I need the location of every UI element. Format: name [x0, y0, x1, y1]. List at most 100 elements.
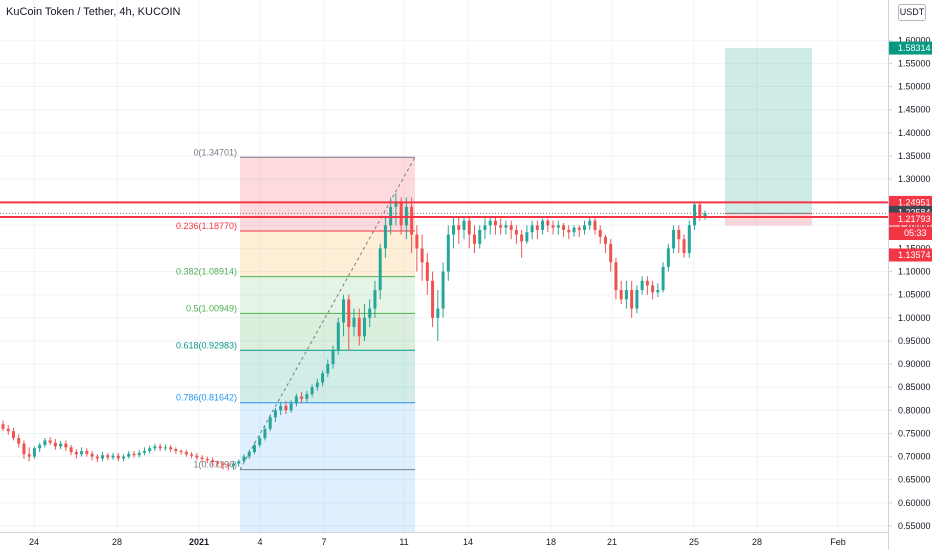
candle-body	[59, 443, 63, 447]
candle-body	[148, 448, 152, 452]
candle-body	[567, 229, 571, 233]
price-tag-label: 1.21793	[898, 214, 931, 224]
candle-body	[399, 202, 403, 226]
candle-body	[74, 451, 78, 455]
price-tag-label: 1.13574	[898, 250, 931, 260]
candle-body	[546, 220, 550, 226]
x-tick-label: 28	[752, 537, 762, 547]
candle-body	[656, 290, 660, 293]
fib-zone-extension	[240, 469, 415, 532]
fib-level-label: 0.5(1.00949)	[186, 303, 237, 313]
candle-body	[38, 445, 42, 449]
candle-body	[410, 206, 414, 235]
candle-body	[106, 455, 110, 458]
candle-body	[69, 447, 73, 452]
candle-body	[17, 438, 21, 444]
countdown-tag-bg	[889, 226, 932, 240]
fib-level-label: 0.618(0.92983)	[176, 340, 237, 350]
x-tick-label: 2021	[189, 537, 209, 547]
candle-body	[583, 225, 587, 230]
candle-body	[310, 387, 314, 395]
candle-body	[132, 453, 136, 456]
candle-body	[535, 225, 539, 230]
candle-body	[483, 225, 487, 230]
candle-body	[677, 229, 681, 240]
y-tick-label: 0.85000	[898, 382, 931, 392]
x-tick-label: 28	[112, 537, 122, 547]
candle-body	[169, 447, 173, 450]
candle-body	[651, 285, 655, 293]
candle-body	[383, 225, 387, 249]
candle-body	[336, 322, 340, 351]
candle-body	[53, 442, 57, 447]
y-tick-label: 1.15000	[898, 243, 931, 253]
candle-body	[525, 232, 529, 242]
candle-body	[205, 458, 209, 461]
candle-body	[551, 225, 555, 228]
y-tick-label: 0.70000	[898, 452, 931, 462]
candle-body	[6, 428, 10, 432]
candle-body	[153, 446, 157, 449]
countdown-label: 05:33	[904, 228, 927, 238]
x-tick-label: 7	[321, 537, 326, 547]
candle-body	[216, 462, 220, 464]
x-tick-label: 25	[689, 537, 699, 547]
y-tick-label: 0.95000	[898, 336, 931, 346]
candle-body	[467, 220, 471, 235]
candle-body	[232, 463, 236, 466]
candle-body	[614, 262, 618, 291]
y-tick-label: 1.50000	[898, 82, 931, 92]
candle-body	[195, 455, 199, 458]
candle-body	[116, 455, 120, 459]
candle-body	[619, 290, 623, 300]
candle-body	[11, 431, 15, 439]
x-tick-label: 24	[29, 537, 39, 547]
price-tag-label: 1.24951	[898, 197, 931, 207]
candle-body	[127, 453, 131, 457]
candle-body	[462, 220, 466, 230]
candle-body	[624, 290, 628, 300]
candle-body	[252, 445, 256, 452]
y-tick-label: 1.00000	[898, 313, 931, 323]
fib-level-label: 0(1.34701)	[193, 147, 237, 157]
candle-body	[362, 317, 366, 337]
fib-level-label: 0.236(1.18770)	[176, 221, 237, 231]
candle-body	[446, 234, 450, 272]
x-tick-label: 11	[399, 537, 408, 547]
price-tag-label: 1.22584	[898, 207, 931, 217]
price-tag-label: 1.58314	[898, 43, 931, 53]
candle-body	[174, 449, 178, 452]
candle-body	[645, 280, 649, 286]
currency-button[interactable]: USDT	[898, 4, 926, 21]
candle-body	[373, 290, 377, 309]
candle-body	[300, 396, 304, 399]
fib-level-label: 0.786(0.81642)	[176, 393, 237, 403]
fib-zone	[240, 402, 415, 470]
candle-body	[80, 451, 84, 455]
candle-body	[441, 271, 445, 309]
y-tick-label: 1.55000	[898, 58, 931, 68]
candle-body	[242, 456, 246, 462]
candle-body	[347, 299, 351, 328]
candle-body	[415, 234, 419, 249]
x-tick-label: 18	[546, 537, 556, 547]
candle-body	[452, 225, 456, 235]
candle-body	[603, 236, 607, 244]
candle-body	[48, 440, 52, 443]
candle-body	[378, 248, 382, 291]
candle-body	[273, 410, 277, 418]
candle-body	[263, 428, 267, 439]
candle-body	[85, 451, 89, 454]
candle-body	[179, 451, 183, 453]
candle-body	[331, 350, 335, 365]
candle-body	[703, 213, 707, 217]
candle-body	[640, 280, 644, 291]
candle-body	[425, 262, 429, 281]
candle-body	[493, 220, 497, 226]
candle-body	[609, 243, 613, 263]
candle-body	[562, 225, 566, 230]
candle-body	[294, 396, 298, 404]
price-tag-bg	[889, 248, 932, 262]
candle-body	[90, 453, 94, 457]
